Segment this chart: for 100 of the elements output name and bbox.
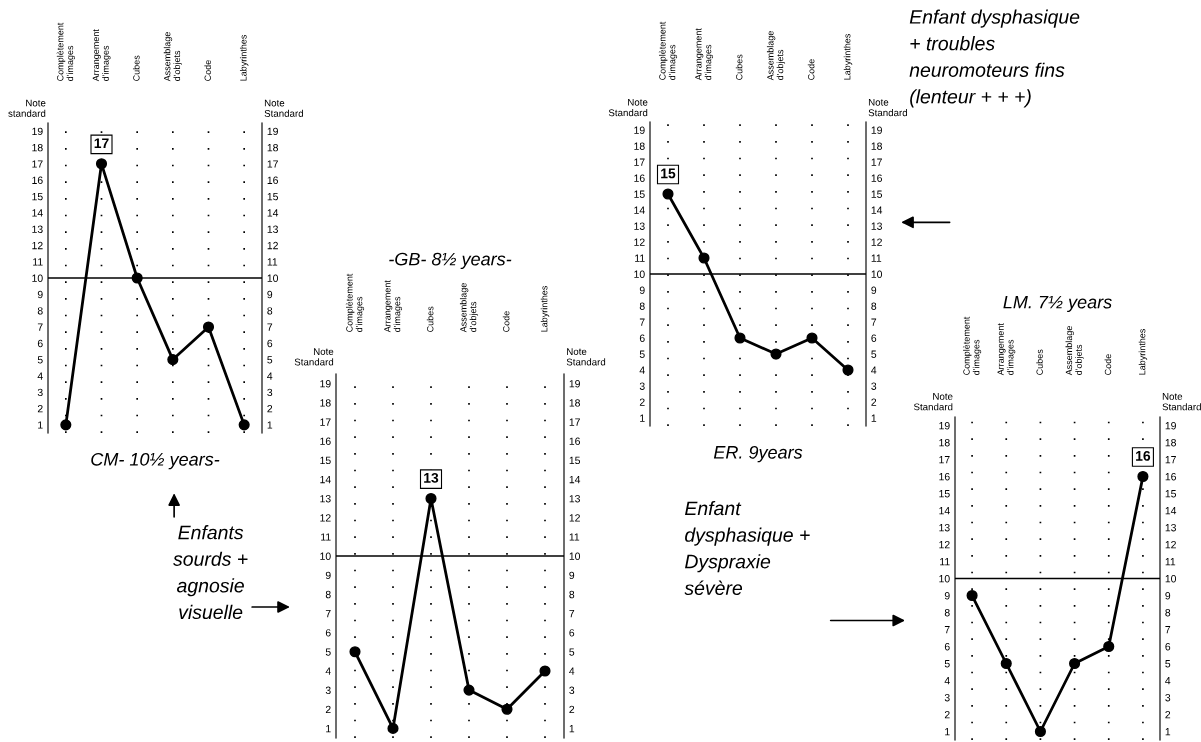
y2-tick-label: 19 — [1165, 422, 1176, 430]
y2-tick-label: 11 — [569, 533, 580, 541]
y2-tick-label: 15 — [569, 456, 581, 465]
y-tick-label: 13 — [634, 222, 645, 230]
y-tick-label: 16 — [634, 174, 645, 182]
y2-tick-label: 11 — [267, 258, 278, 266]
y2-tick-label: 17 — [267, 160, 278, 168]
x-tick-label: Labyrinthes — [1138, 328, 1148, 375]
y-tick-label: 7 — [325, 610, 331, 618]
point — [60, 419, 72, 431]
y-tick-label: 10 — [32, 274, 43, 282]
y-tick-label: 12 — [634, 238, 645, 246]
y-axis-title: Note Standard — [608, 98, 648, 117]
y-tick-label: 19 — [32, 127, 43, 136]
y-tick-label: 11 — [33, 258, 43, 266]
y2-tick-label: 6 — [267, 339, 273, 348]
y2-tick-label: 11 — [1165, 558, 1176, 566]
y2-tick-label: 13 — [569, 495, 580, 503]
y-tick-label: 10 — [320, 552, 331, 560]
y-tick-label: 16 — [320, 437, 331, 445]
y-tick-label: 18 — [634, 142, 645, 150]
y2-tick-label: 8 — [1165, 609, 1171, 617]
y2-tick-label: 10 — [569, 552, 581, 560]
data-label: 16 — [1136, 450, 1151, 461]
chart-title: -GB- 8½ years- — [389, 252, 512, 270]
point — [698, 252, 710, 264]
x-tick-label: Cubes — [735, 54, 743, 80]
y2-tick-label: 3 — [569, 686, 575, 694]
x-tick-label: Assemblage d'objets — [163, 32, 182, 82]
y2-tick-label: 7 — [871, 318, 877, 326]
y2-tick-label: 17 — [871, 158, 882, 166]
point — [806, 332, 818, 344]
y2-tick-label: 6 — [1165, 643, 1171, 651]
y2-tick-label: 19 — [569, 380, 580, 388]
x-tick-label: Assemblage d'objets — [1065, 326, 1084, 376]
y-tick-label: 11 — [321, 533, 331, 541]
y-tick-label: 4 — [639, 366, 645, 374]
y-tick-label: 15 — [634, 190, 645, 198]
y-axis-title: Note Standard — [294, 348, 334, 366]
y2-tick-label: 12 — [569, 514, 580, 522]
y-tick-label: 7 — [639, 318, 645, 326]
y2-tick-label: 4 — [267, 372, 273, 380]
x-tick-label: Code — [204, 60, 211, 81]
y2-tick-label: 11 — [871, 254, 882, 262]
y-tick-label: 10 — [939, 575, 950, 583]
x-tick-label: Cubes — [132, 55, 140, 81]
y-axis-title: Note standard — [8, 99, 46, 117]
y-tick-label: 13 — [939, 524, 950, 532]
x-tick-label: Complètement d'images — [658, 21, 678, 80]
y2-tick-label: 15 — [871, 190, 883, 198]
y-tick-label: 14 — [634, 206, 645, 214]
y-tick-label: 2 — [37, 405, 43, 413]
y2-axis-title: Note Standard — [868, 98, 907, 117]
point — [1103, 640, 1115, 653]
point — [1069, 657, 1081, 670]
y2-tick-label: 3 — [267, 388, 273, 397]
y2-tick-label: 9 — [267, 290, 273, 299]
y2-tick-label: 2 — [569, 705, 575, 714]
y-tick-label: 6 — [639, 334, 645, 342]
point — [539, 665, 551, 677]
y2-tick-label: 14 — [267, 209, 279, 217]
y2-tick-label: 7 — [569, 610, 575, 618]
y2-axis-title: Note Standard — [1162, 393, 1201, 411]
y-tick-label: 12 — [320, 514, 331, 522]
y-tick-label: 18 — [939, 439, 950, 447]
x-tick-label: Cubes — [426, 306, 434, 332]
y2-tick-label: 10 — [267, 274, 279, 282]
point — [1034, 725, 1046, 738]
y2-tick-label: 15 — [267, 193, 279, 201]
y2-tick-label: 10 — [1165, 575, 1177, 583]
x-tick-label: Labyrinthes — [540, 285, 550, 332]
y-tick-label: 9 — [639, 286, 645, 294]
x-tick-label: Code — [502, 311, 510, 332]
y2-tick-label: 5 — [267, 356, 273, 364]
y-tick-label: 18 — [32, 143, 43, 152]
y-tick-label: 6 — [944, 643, 950, 651]
point — [238, 419, 250, 431]
y-tick-label: 17 — [320, 418, 331, 426]
point — [501, 703, 513, 715]
text: Enfants sourds + agnosie visuelle — [173, 525, 248, 620]
y-tick-label: 3 — [639, 382, 645, 390]
y2-tick-label: 19 — [871, 126, 882, 134]
y2-tick-label: 9 — [871, 286, 877, 294]
y2-tick-label: 13 — [267, 225, 278, 233]
y2-tick-label: 14 — [569, 475, 581, 484]
y2-tick-label: 12 — [267, 241, 278, 250]
chart-title: LM. 7½ years — [1003, 295, 1112, 313]
x-tick-label: Complètement d'images — [56, 22, 75, 81]
y2-tick-label: 16 — [569, 437, 580, 445]
y-tick-label: 17 — [634, 158, 645, 166]
y-tick-label: 12 — [939, 541, 950, 549]
y2-tick-label: 9 — [569, 571, 575, 580]
x-axis-title: CM- 10½ years- — [91, 452, 220, 470]
y2-tick-label: 2 — [1165, 711, 1171, 719]
point — [425, 492, 437, 505]
x-tick-label: Assemblage d'objets — [766, 31, 786, 81]
x-tick-label: Complètement d'images — [345, 273, 365, 332]
y2-tick-label: 3 — [1165, 694, 1171, 702]
y-tick-label: 9 — [37, 290, 43, 299]
y-tick-label: 5 — [325, 648, 331, 656]
